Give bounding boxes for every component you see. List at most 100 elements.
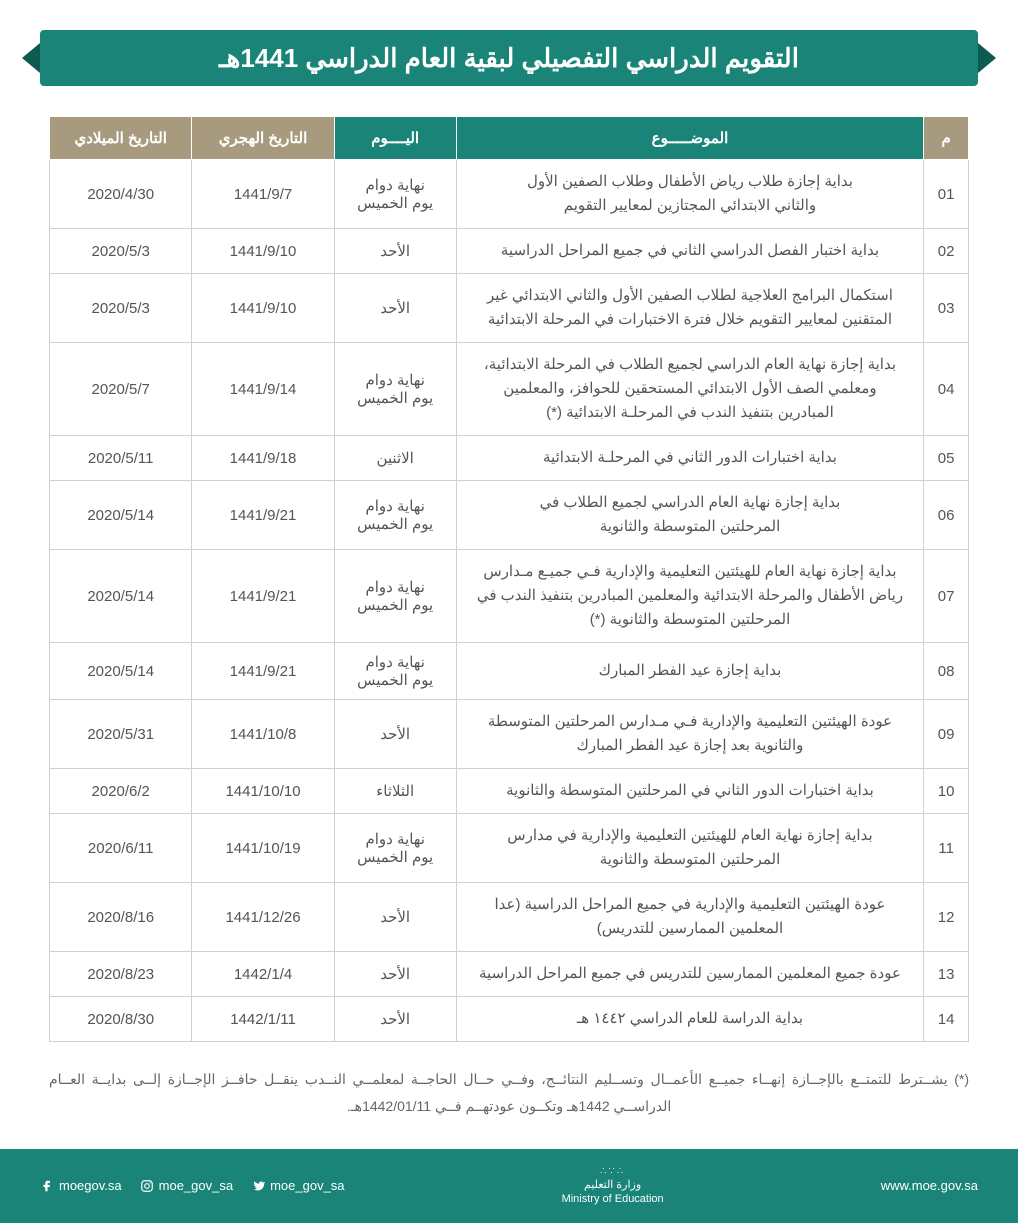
ministry-name-ar: وزارة التعليم xyxy=(584,1179,641,1191)
facebook-handle: moegov.sa xyxy=(59,1178,122,1193)
cell-subject: بداية إجازة نهاية العام للهيئتين التعليم… xyxy=(456,814,924,883)
logo-dots-icon: ∴∵∴ xyxy=(562,1165,664,1178)
cell-subject: بداية إجازة نهاية العام الدراسي لجميع ال… xyxy=(456,481,924,550)
title-banner: التقويم الدراسي التفصيلي لبقية العام الد… xyxy=(40,30,978,86)
table-row: 05بداية اختبارات الدور الثاني في المرحلـ… xyxy=(50,436,969,481)
cell-gregorian: 2020/5/11 xyxy=(50,436,192,481)
cell-index: 08 xyxy=(924,643,969,700)
cell-index: 09 xyxy=(924,700,969,769)
cell-gregorian: 2020/6/11 xyxy=(50,814,192,883)
col-day: اليــــوم xyxy=(334,117,456,160)
cell-subject: بداية إجازة عيد الفطر المبارك xyxy=(456,643,924,700)
cell-subject: بداية الدراسة للعام الدراسي ١٤٤٢ هـ xyxy=(456,997,924,1042)
cell-index: 05 xyxy=(924,436,969,481)
footnote: (*) يشــترط للتمتــع بالإجــازة إنهــاء … xyxy=(49,1066,969,1119)
footer: moegov.sa moe_gov_sa moe_gov_sa ∴∵∴ وزار… xyxy=(0,1149,1018,1223)
cell-subject: بداية اختبارات الدور الثاني في المرحلـة … xyxy=(456,436,924,481)
cell-gregorian: 2020/5/7 xyxy=(50,343,192,436)
cell-gregorian: 2020/4/30 xyxy=(50,160,192,229)
cell-day: الثلاثاء xyxy=(334,769,456,814)
cell-hijri: 1441/10/19 xyxy=(192,814,334,883)
cell-day: نهاية دوام يوم الخميس xyxy=(334,481,456,550)
cell-subject: بداية إجازة نهاية العام للهيئتين التعليم… xyxy=(456,550,924,643)
table-row: 13عودة جميع المعلمين الممارسين للتدريس ف… xyxy=(50,952,969,997)
cell-index: 11 xyxy=(924,814,969,883)
calendar-table: م الموضـــــوع اليــــوم التاريخ الهجري … xyxy=(49,116,969,1042)
twitter-icon xyxy=(251,1179,265,1193)
facebook-icon xyxy=(40,1179,54,1193)
cell-hijri: 1441/9/7 xyxy=(192,160,334,229)
table-row: 01بداية إجازة طلاب رياض الأطفال وطلاب ال… xyxy=(50,160,969,229)
cell-day: نهاية دوام يوم الخميس xyxy=(334,814,456,883)
cell-day: الأحد xyxy=(334,883,456,952)
cell-hijri: 1441/9/10 xyxy=(192,229,334,274)
cell-gregorian: 2020/5/3 xyxy=(50,229,192,274)
ministry-name-en: Ministry of Education xyxy=(562,1193,664,1205)
col-hijri: التاريخ الهجري xyxy=(192,117,334,160)
cell-index: 04 xyxy=(924,343,969,436)
cell-subject: عودة الهيئتين التعليمية والإدارية في جمي… xyxy=(456,883,924,952)
cell-hijri: 1441/10/8 xyxy=(192,700,334,769)
cell-day: نهاية دوام يوم الخميس xyxy=(334,643,456,700)
cell-gregorian: 2020/5/14 xyxy=(50,481,192,550)
cell-subject: بداية اختبار الفصل الدراسي الثاني في جمي… xyxy=(456,229,924,274)
cell-hijri: 1441/12/26 xyxy=(192,883,334,952)
cell-day: نهاية دوام يوم الخميس xyxy=(334,343,456,436)
cell-hijri: 1442/1/11 xyxy=(192,997,334,1042)
cell-subject: بداية اختبارات الدور الثاني في المرحلتين… xyxy=(456,769,924,814)
cell-hijri: 1441/9/21 xyxy=(192,550,334,643)
cell-gregorian: 2020/5/3 xyxy=(50,274,192,343)
social-links: moegov.sa moe_gov_sa moe_gov_sa xyxy=(40,1178,345,1193)
cell-hijri: 1441/9/14 xyxy=(192,343,334,436)
page-title: التقويم الدراسي التفصيلي لبقية العام الد… xyxy=(40,30,978,86)
website-link[interactable]: www.moe.gov.sa xyxy=(881,1178,978,1193)
cell-index: 03 xyxy=(924,274,969,343)
cell-hijri: 1441/9/21 xyxy=(192,643,334,700)
twitter-link[interactable]: moe_gov_sa xyxy=(251,1178,344,1193)
table-row: 03استكمال البرامج العلاجية لطلاب الصفين … xyxy=(50,274,969,343)
table-row: 10بداية اختبارات الدور الثاني في المرحلت… xyxy=(50,769,969,814)
table-row: 09عودة الهيئتين التعليمية والإدارية فـي … xyxy=(50,700,969,769)
col-gregorian: التاريخ الميلادي xyxy=(50,117,192,160)
twitter-handle: moe_gov_sa xyxy=(270,1178,344,1193)
cell-gregorian: 2020/8/23 xyxy=(50,952,192,997)
cell-index: 12 xyxy=(924,883,969,952)
cell-subject: استكمال البرامج العلاجية لطلاب الصفين ال… xyxy=(456,274,924,343)
cell-index: 06 xyxy=(924,481,969,550)
instagram-link[interactable]: moe_gov_sa xyxy=(140,1178,233,1193)
cell-index: 10 xyxy=(924,769,969,814)
cell-hijri: 1441/9/21 xyxy=(192,481,334,550)
table-row: 02بداية اختبار الفصل الدراسي الثاني في ج… xyxy=(50,229,969,274)
cell-day: الأحد xyxy=(334,274,456,343)
cell-subject: بداية إجازة طلاب رياض الأطفال وطلاب الصف… xyxy=(456,160,924,229)
cell-index: 14 xyxy=(924,997,969,1042)
cell-day: الأحد xyxy=(334,700,456,769)
instagram-icon xyxy=(140,1179,154,1193)
instagram-handle: moe_gov_sa xyxy=(159,1178,233,1193)
cell-day: نهاية دوام يوم الخميس xyxy=(334,550,456,643)
cell-day: نهاية دوام يوم الخميس xyxy=(334,160,456,229)
table-row: 11بداية إجازة نهاية العام للهيئتين التعل… xyxy=(50,814,969,883)
ministry-logo: ∴∵∴ وزارة التعليم Ministry of Education xyxy=(562,1165,664,1207)
facebook-link[interactable]: moegov.sa xyxy=(40,1178,122,1193)
table-row: 14بداية الدراسة للعام الدراسي ١٤٤٢ هـالأ… xyxy=(50,997,969,1042)
cell-index: 01 xyxy=(924,160,969,229)
cell-day: الأحد xyxy=(334,229,456,274)
cell-index: 13 xyxy=(924,952,969,997)
cell-gregorian: 2020/8/30 xyxy=(50,997,192,1042)
cell-gregorian: 2020/5/14 xyxy=(50,550,192,643)
table-row: 08بداية إجازة عيد الفطر المباركنهاية دوا… xyxy=(50,643,969,700)
cell-day: الأحد xyxy=(334,952,456,997)
table-row: 07بداية إجازة نهاية العام للهيئتين التعل… xyxy=(50,550,969,643)
cell-day: الاثنين xyxy=(334,436,456,481)
cell-hijri: 1441/10/10 xyxy=(192,769,334,814)
col-subject: الموضـــــوع xyxy=(456,117,924,160)
cell-gregorian: 2020/6/2 xyxy=(50,769,192,814)
cell-hijri: 1442/1/4 xyxy=(192,952,334,997)
cell-hijri: 1441/9/18 xyxy=(192,436,334,481)
cell-gregorian: 2020/8/16 xyxy=(50,883,192,952)
table-row: 12عودة الهيئتين التعليمية والإدارية في ج… xyxy=(50,883,969,952)
cell-hijri: 1441/9/10 xyxy=(192,274,334,343)
table-row: 04بداية إجازة نهاية العام الدراسي لجميع … xyxy=(50,343,969,436)
cell-index: 07 xyxy=(924,550,969,643)
